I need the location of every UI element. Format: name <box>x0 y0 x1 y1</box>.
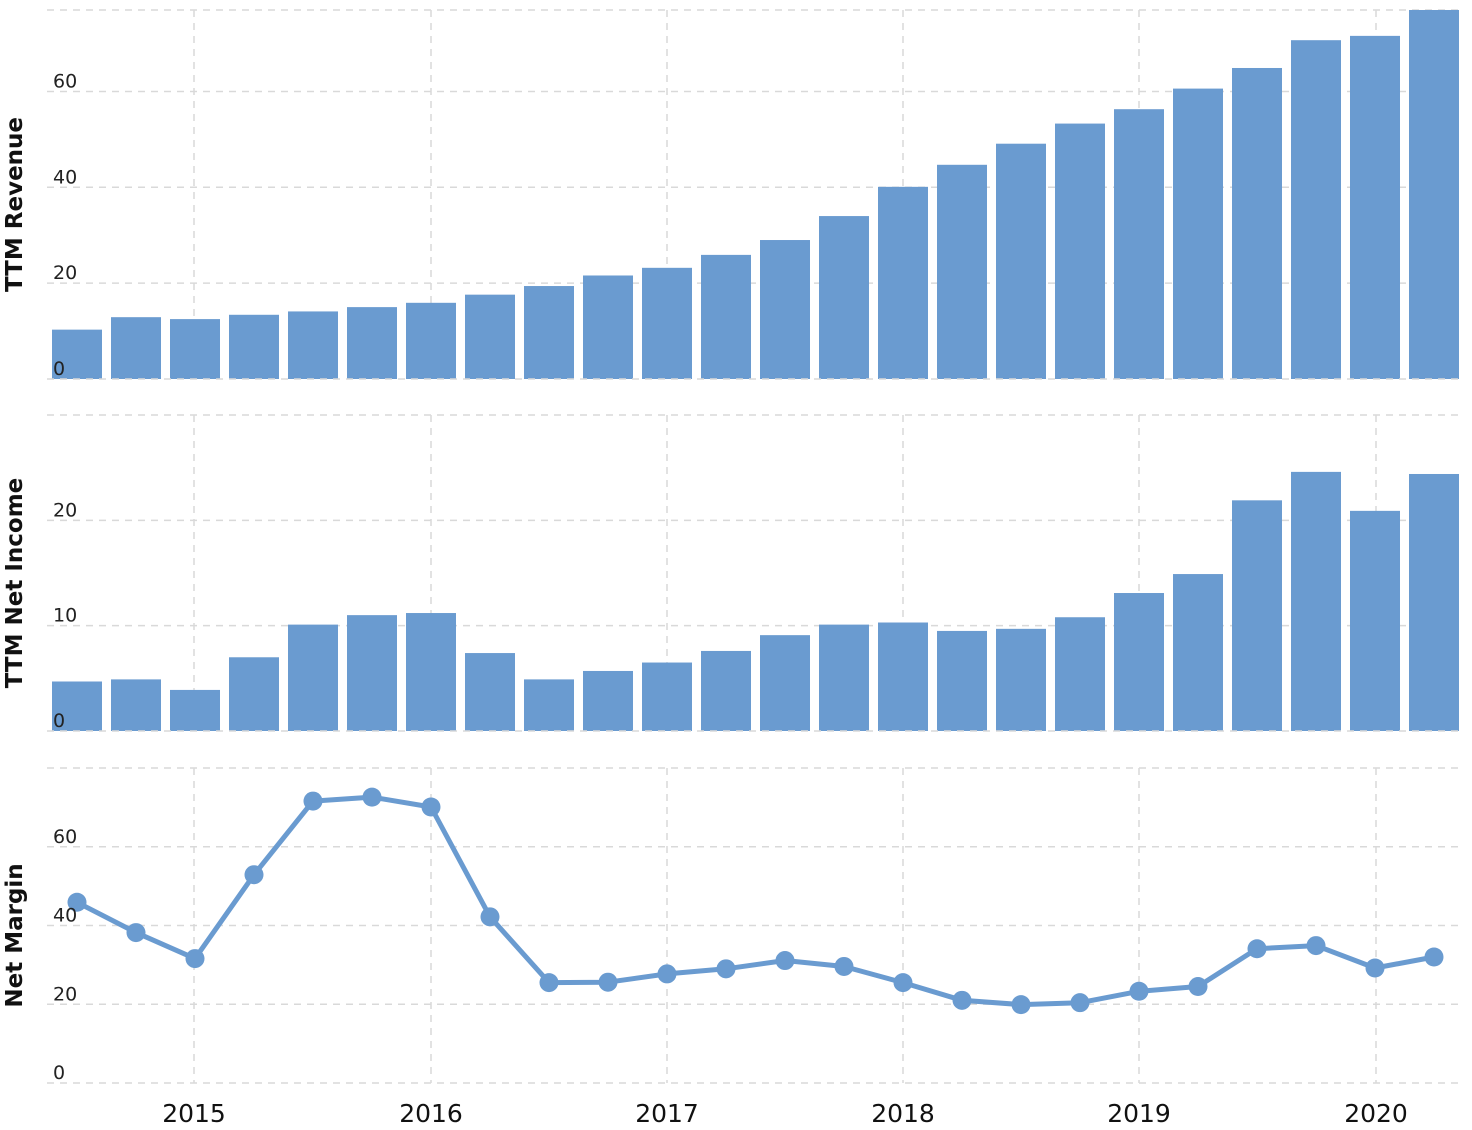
bar <box>1055 617 1105 731</box>
bar <box>1232 67 1282 379</box>
data-point <box>1070 993 1090 1013</box>
bar <box>524 286 574 379</box>
bar <box>52 329 102 379</box>
x-tick-label: 2016 <box>399 1099 463 1128</box>
bar <box>642 267 692 379</box>
data-point <box>67 892 87 912</box>
bar <box>878 622 928 731</box>
data-point <box>303 791 323 811</box>
bar <box>937 164 987 379</box>
bar <box>1173 574 1223 731</box>
y-tick-label: 0 <box>53 1062 65 1084</box>
bar <box>1409 473 1459 731</box>
bar <box>1114 109 1164 379</box>
bar <box>288 311 338 379</box>
bar <box>701 650 751 731</box>
bar <box>583 275 633 379</box>
y-tick-label: 0 <box>53 710 65 732</box>
data-point <box>834 956 854 976</box>
bar <box>1114 593 1164 731</box>
bar <box>1173 88 1223 379</box>
bar <box>347 307 397 379</box>
data-point <box>1365 958 1385 978</box>
bar <box>937 630 987 731</box>
bar <box>52 681 102 731</box>
bar <box>465 294 515 379</box>
data-point <box>1011 995 1031 1015</box>
bar <box>642 662 692 731</box>
bar <box>1409 10 1459 379</box>
data-point <box>539 973 559 993</box>
data-point <box>952 990 972 1010</box>
data-point <box>362 787 382 807</box>
series-line <box>75 794 1435 1008</box>
y-tick-label: 20 <box>53 983 77 1005</box>
y-tick-label: 60 <box>53 70 77 92</box>
x-axis: 2015 2016 2017 2018 2019 2020 <box>162 1099 1408 1128</box>
y-tick-label: 20 <box>53 499 77 521</box>
data-point <box>1306 936 1326 956</box>
bar <box>229 657 279 731</box>
bar <box>1350 35 1400 379</box>
bar <box>524 679 574 731</box>
x-tick-label: 2017 <box>635 1099 699 1128</box>
data-point <box>480 907 500 927</box>
bar <box>406 613 456 731</box>
bar <box>760 240 810 379</box>
bar <box>465 653 515 731</box>
y-axis-label: Net Margin <box>2 863 28 1007</box>
data-point <box>1247 939 1267 959</box>
data-point <box>1424 947 1444 967</box>
x-tick-label: 2015 <box>162 1099 226 1128</box>
y-axis-label: TTM Net Income <box>2 478 28 689</box>
bar <box>819 624 869 731</box>
bar <box>229 314 279 379</box>
y-tick-label: 10 <box>53 605 77 627</box>
bar <box>111 679 161 731</box>
bar <box>1055 123 1105 380</box>
data-point <box>185 949 205 969</box>
bar <box>760 635 810 731</box>
bar <box>406 302 456 379</box>
x-tick-label: 2018 <box>871 1099 935 1128</box>
bar <box>701 254 751 379</box>
bar <box>288 624 338 731</box>
bar <box>996 143 1046 379</box>
x-tick-label: 2020 <box>1344 1099 1408 1128</box>
bar <box>819 216 869 379</box>
y-tick-label: 40 <box>53 905 77 927</box>
data-point <box>126 923 146 943</box>
y-tick-label: 0 <box>53 358 65 380</box>
bar <box>1291 471 1341 731</box>
bar <box>170 319 220 379</box>
y-axis-label: TTM Revenue <box>2 117 28 292</box>
data-point <box>775 951 795 971</box>
y-tick-label: 40 <box>53 166 77 188</box>
panel-1: 0 20 40 60 TTM Revenue <box>2 9 1460 380</box>
panel-2: 0 10 20 TTM Net Income <box>2 414 1460 732</box>
bar <box>583 670 633 731</box>
bar <box>1232 500 1282 731</box>
bar <box>878 186 928 379</box>
bar <box>1350 510 1400 731</box>
panel-3: 0 20 40 60 Net Margin <box>2 767 1460 1084</box>
bar <box>347 615 397 731</box>
data-point <box>598 972 618 992</box>
data-point <box>716 959 736 979</box>
y-tick-label: 20 <box>53 262 77 284</box>
chart-panels: 0 20 40 60 TTM Revenue 0 10 20 TTM Net Income 0 20… <box>2 9 1460 1084</box>
data-point <box>244 865 264 885</box>
bar <box>996 628 1046 731</box>
data-point <box>1129 981 1149 1001</box>
data-point <box>1188 977 1208 997</box>
data-point <box>893 973 913 993</box>
data-point <box>421 797 441 817</box>
data-point <box>657 964 677 984</box>
bar <box>170 689 220 731</box>
x-tick-label: 2019 <box>1107 1099 1171 1128</box>
bar <box>1291 40 1341 379</box>
y-tick-label: 60 <box>53 826 77 848</box>
bar <box>111 317 161 379</box>
